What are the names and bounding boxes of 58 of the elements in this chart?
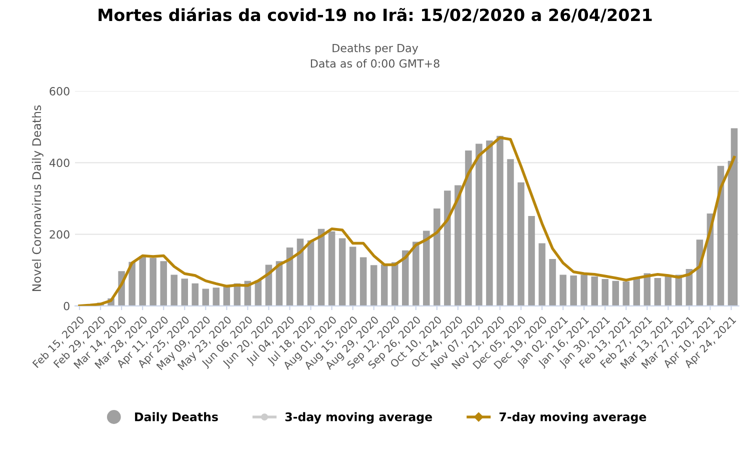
bar xyxy=(538,243,546,306)
bar xyxy=(622,282,630,306)
bar xyxy=(730,128,738,306)
bar xyxy=(128,262,136,306)
bar xyxy=(202,288,210,306)
bar xyxy=(328,231,336,306)
bar xyxy=(570,275,577,306)
y-tick-label: 400 xyxy=(49,158,70,168)
bar xyxy=(349,246,356,306)
bar xyxy=(454,185,462,306)
legend-label: 3-day moving average xyxy=(285,412,432,424)
bar xyxy=(654,278,662,306)
bar xyxy=(338,238,346,306)
y-tick-label: 200 xyxy=(50,230,70,239)
bar xyxy=(486,140,493,306)
bar xyxy=(476,144,482,306)
bar xyxy=(444,190,451,306)
bar xyxy=(664,275,672,306)
legend-label: 7-day moving average xyxy=(500,412,646,424)
chart-title: Mortes diárias da covid-19 no Irã: 15/02/2020 a 26/04/2021 xyxy=(98,8,652,22)
bar xyxy=(465,150,472,306)
y-axis-title: Novel Coronavirus Daily Deaths xyxy=(32,105,44,291)
bar xyxy=(423,230,430,306)
bar xyxy=(296,238,304,306)
y-tick-label: 0 xyxy=(64,302,70,310)
y-tick-label: 600 xyxy=(50,87,70,96)
bar xyxy=(318,228,325,306)
bar xyxy=(717,166,724,306)
line-series xyxy=(78,136,736,306)
text: Data as of 0:00 GMT+8 xyxy=(310,59,440,68)
bar xyxy=(549,258,556,306)
bar xyxy=(286,248,294,306)
bar xyxy=(380,264,388,306)
bar xyxy=(360,257,367,306)
bar xyxy=(370,265,378,306)
bar xyxy=(591,276,598,306)
bar xyxy=(507,159,514,306)
bar xyxy=(139,256,146,306)
legend-label: Daily Deaths xyxy=(135,412,218,424)
bar xyxy=(412,242,420,306)
bar xyxy=(528,216,535,306)
bar xyxy=(602,279,608,306)
bar xyxy=(307,240,314,306)
bar xyxy=(434,208,440,306)
bar xyxy=(391,262,398,306)
bar xyxy=(150,258,156,306)
bar xyxy=(580,274,588,306)
bar xyxy=(181,278,188,306)
bar xyxy=(518,182,524,306)
bar xyxy=(402,250,409,306)
chart-subtitle: Deaths per Day xyxy=(332,44,418,54)
bar xyxy=(192,283,199,306)
bar xyxy=(496,136,504,306)
bar xyxy=(612,280,619,306)
bar xyxy=(170,274,178,306)
bar xyxy=(212,288,220,306)
bar xyxy=(560,274,566,306)
bar xyxy=(160,261,167,306)
